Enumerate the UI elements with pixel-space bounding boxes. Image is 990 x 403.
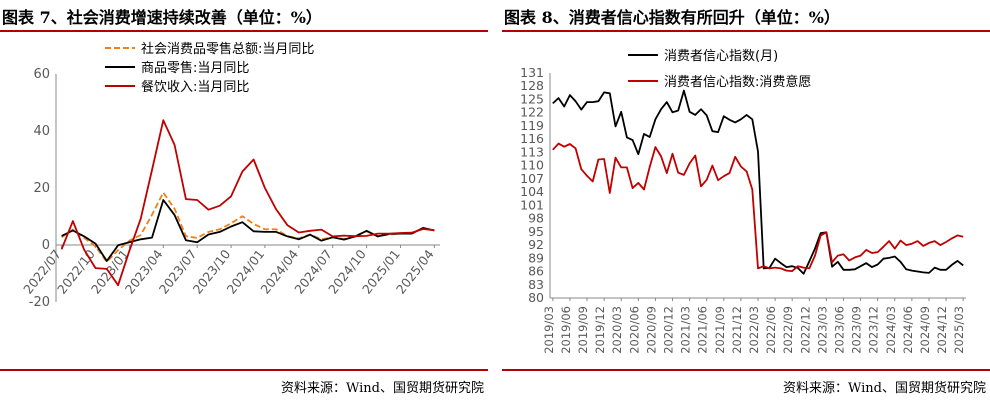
x-tick-label: 2024/09 (918, 306, 932, 354)
y-tick-label: 125 (520, 91, 544, 106)
y-tick-label: 60 (33, 67, 50, 82)
y-tick-label: 20 (33, 181, 50, 196)
y-tick-label: 113 (520, 144, 544, 159)
source-rule (502, 369, 990, 371)
x-tick-label: 2020/06 (627, 306, 641, 354)
x-tick-label: 2019/09 (576, 306, 590, 354)
x-tick-label: 2024/06 (901, 306, 915, 354)
x-tick-label: 2023/09 (850, 306, 864, 354)
legend-label: 商品零售:当月同比 (141, 60, 249, 76)
source-rule (0, 369, 488, 371)
y-tick-label: 104 (520, 184, 544, 199)
x-tick-label: 2022/03 (747, 306, 761, 354)
legend-label: 社会消费品零售总额:当月同比 (141, 41, 314, 57)
source-note: 资料来源：Wind、国贸期货研究院 (281, 381, 484, 396)
y-tick-label: 122 (520, 105, 544, 120)
x-tick-label: 2022/12 (798, 306, 812, 354)
y-tick-label: 89 (528, 250, 544, 265)
y-tick-label: 40 (33, 124, 50, 139)
x-tick-label: 2022/09 (781, 306, 795, 354)
y-tick-label: 92 (528, 237, 544, 252)
x-tick-label: 2021/09 (713, 306, 727, 354)
line-chart-retail-sales: -2002040602022/072022/102023/012023/0420… (20, 41, 440, 310)
title-rule (502, 30, 990, 32)
y-tick-label: 131 (520, 65, 544, 80)
x-tick-label: 2021/06 (696, 306, 710, 354)
x-tick-label: 2023/06 (832, 306, 846, 354)
x-tick-label: 2024/03 (884, 306, 898, 354)
y-tick-label: 0 (42, 238, 50, 253)
x-tick-label: 2020/03 (610, 306, 624, 354)
series-line-2 (552, 142, 964, 273)
legend-label: 餐饮收入:当月同比 (141, 79, 249, 95)
x-tick-label: 2023/12 (867, 306, 881, 354)
chart-title: 图表 7、社会消费增速持续改善（单位：%） (2, 8, 322, 27)
y-tick-label: 98 (528, 211, 544, 226)
legend-label: 消费者信心指数(月) (664, 49, 778, 64)
chart-title: 图表 8、消费者信心指数有所回升（单位：%） (504, 8, 840, 27)
y-tick-label: 80 (528, 290, 544, 305)
title-rule (0, 30, 488, 32)
y-tick-label: 83 (528, 277, 544, 292)
y-tick-label: 116 (520, 131, 544, 146)
y-tick-label: 107 (520, 171, 544, 186)
x-tick-label: 2020/09 (644, 306, 658, 354)
y-tick-label: 119 (520, 118, 544, 133)
source-note: 资料来源：Wind、国贸期货研究院 (783, 381, 986, 396)
y-tick-label: 95 (528, 224, 544, 239)
x-tick-label: 2019/12 (593, 306, 607, 354)
y-tick-label: 101 (520, 197, 544, 212)
chart-panel-left: 图表 7、社会消费增速持续改善（单位：%） -20 0 20 40 60 2022/07 2… (0, 0, 488, 403)
y-tick-label: -20 (29, 295, 50, 310)
x-tick-label: 2022/06 (764, 306, 778, 354)
line-chart-consumer-confidence: 8083868992959810110410711011311611912212… (520, 49, 966, 354)
x-tick-label: 2021/03 (679, 306, 693, 354)
series-line-3 (60, 119, 435, 287)
x-tick-label: 2024/12 (935, 306, 949, 354)
series-line-1 (552, 89, 964, 275)
x-tick-label: 2023/03 (815, 306, 829, 354)
x-tick-label: 2019/06 (559, 306, 573, 354)
series-line-1 (61, 191, 435, 263)
series-line-2 (61, 199, 435, 262)
chart-panel-right: 图表 8、消费者信心指数有所回升（单位：%） 80 83 86 89 92 95 98 101… (502, 0, 990, 403)
y-tick-label: 86 (528, 264, 544, 279)
legend-label: 消费者信心指数:消费意愿 (664, 74, 811, 90)
x-tick-label: 2025/03 (952, 306, 966, 354)
y-tick-label: 128 (520, 78, 544, 93)
x-tick-label: 2021/12 (730, 306, 744, 354)
y-tick-label: 110 (520, 158, 544, 173)
x-tick-label: 2019/03 (542, 306, 556, 354)
x-tick-label: 2020/12 (662, 306, 676, 354)
